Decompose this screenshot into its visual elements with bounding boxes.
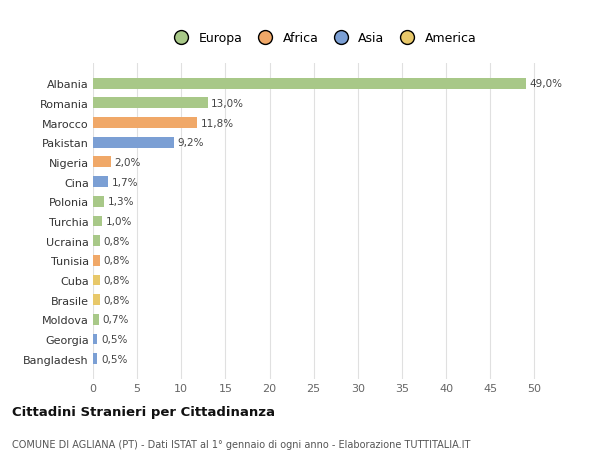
Bar (93, 275, 100, 286)
Text: 1,7%: 1,7% (112, 177, 138, 187)
Bar (93, 78, 526, 90)
Bar (93, 353, 97, 364)
Bar (93, 255, 100, 266)
Text: COMUNE DI AGLIANA (PT) - Dati ISTAT al 1° gennaio di ogni anno - Elaborazione TU: COMUNE DI AGLIANA (PT) - Dati ISTAT al 1… (12, 440, 470, 449)
Text: 0,7%: 0,7% (103, 315, 129, 325)
Text: 0,8%: 0,8% (104, 256, 130, 266)
Text: 2,0%: 2,0% (114, 157, 140, 168)
Text: 0,8%: 0,8% (104, 275, 130, 285)
Text: 0,8%: 0,8% (104, 295, 130, 305)
Bar (93, 334, 97, 345)
Text: 11,8%: 11,8% (200, 118, 234, 128)
Text: 0,5%: 0,5% (101, 334, 127, 344)
Text: 1,3%: 1,3% (108, 197, 134, 207)
Bar (93, 98, 208, 109)
Bar (93, 295, 100, 305)
Text: 0,5%: 0,5% (101, 354, 127, 364)
Bar (93, 314, 99, 325)
Legend: Europa, Africa, Asia, America: Europa, Africa, Asia, America (166, 30, 479, 48)
Text: 13,0%: 13,0% (211, 99, 244, 109)
Bar (93, 138, 174, 148)
Bar (93, 118, 197, 129)
Bar (93, 177, 108, 188)
Text: 9,2%: 9,2% (178, 138, 204, 148)
Text: 0,8%: 0,8% (104, 236, 130, 246)
Bar (93, 157, 110, 168)
Text: 1,0%: 1,0% (106, 217, 132, 226)
Text: 49,0%: 49,0% (529, 79, 562, 89)
Bar (93, 236, 100, 246)
Text: Cittadini Stranieri per Cittadinanza: Cittadini Stranieri per Cittadinanza (12, 405, 275, 419)
Bar (93, 216, 102, 227)
Bar (93, 196, 104, 207)
